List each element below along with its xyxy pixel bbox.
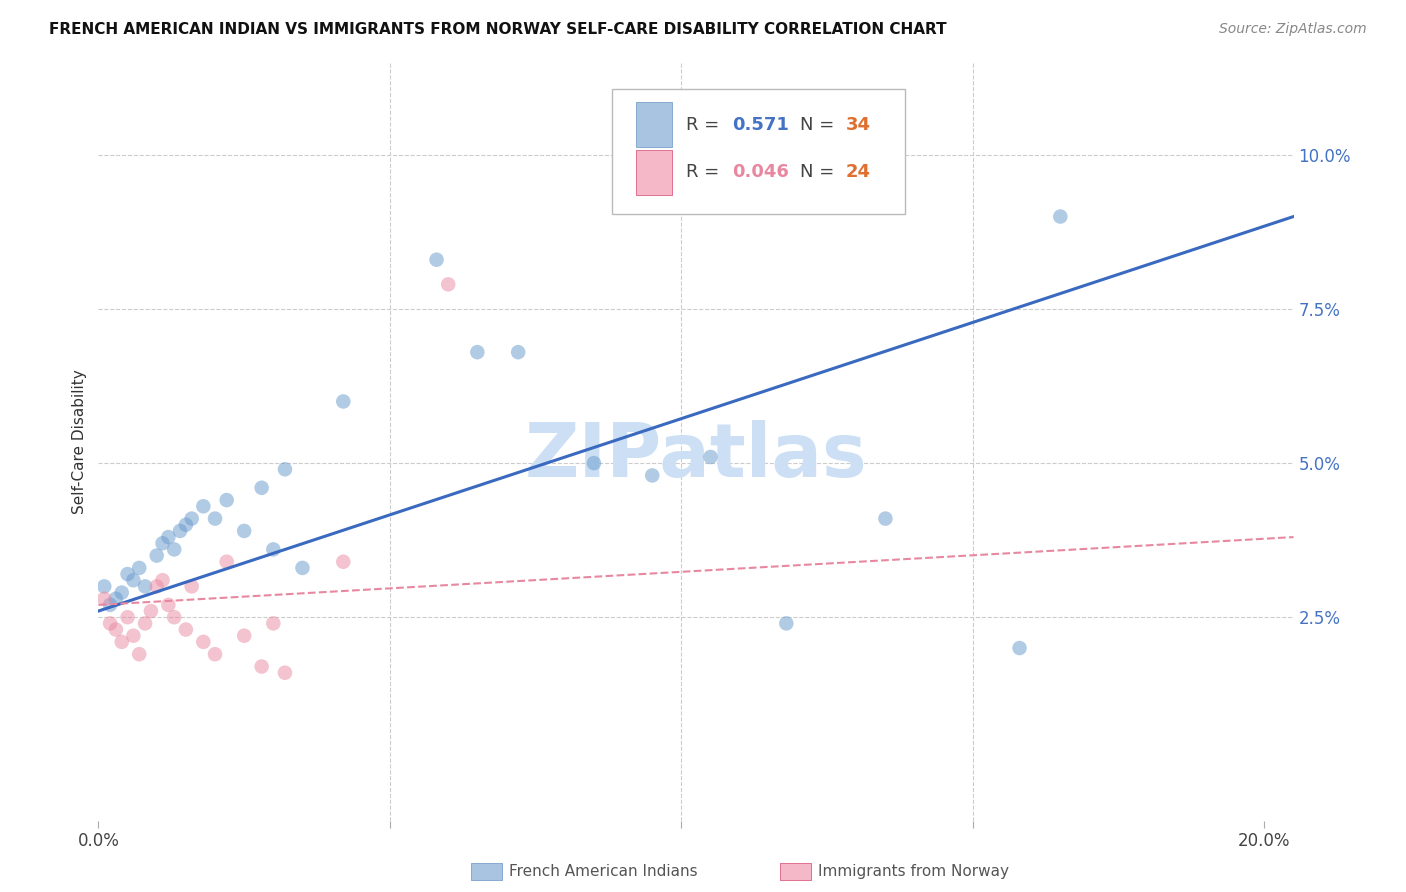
Point: [128, 561, 150, 575]
Point: [122, 573, 145, 587]
Point: [152, 573, 174, 587]
Point: [233, 524, 256, 538]
Point: [875, 511, 897, 525]
Point: [204, 511, 226, 525]
Point: [193, 500, 215, 514]
Point: [775, 616, 797, 631]
Point: [1049, 210, 1071, 224]
Point: [180, 579, 202, 593]
Point: [174, 517, 197, 532]
Point: [93, 591, 115, 606]
Point: [157, 530, 180, 544]
Point: [250, 659, 273, 673]
Point: [98, 598, 121, 612]
Text: French American Indians: French American Indians: [509, 864, 697, 879]
Point: [163, 610, 186, 624]
Text: Source: ZipAtlas.com: Source: ZipAtlas.com: [1219, 22, 1367, 37]
Point: [274, 462, 297, 476]
Text: 0.571: 0.571: [733, 116, 789, 134]
Text: N =: N =: [800, 163, 839, 181]
Point: [134, 579, 156, 593]
Point: [117, 567, 139, 582]
Text: FRENCH AMERICAN INDIAN VS IMMIGRANTS FROM NORWAY SELF-CARE DISABILITY CORRELATIO: FRENCH AMERICAN INDIAN VS IMMIGRANTS FRO…: [49, 22, 946, 37]
Text: 34: 34: [845, 116, 870, 134]
Point: [134, 616, 156, 631]
Point: [169, 524, 191, 538]
Point: [104, 591, 127, 606]
Point: [111, 585, 134, 599]
Point: [152, 536, 174, 550]
Point: [215, 555, 238, 569]
Point: [332, 394, 354, 409]
Point: [332, 555, 354, 569]
Point: [104, 623, 127, 637]
Point: [93, 579, 115, 593]
Point: [174, 623, 197, 637]
Point: [262, 542, 284, 557]
Point: [291, 561, 314, 575]
Point: [425, 252, 447, 267]
Y-axis label: Self-Care Disability: Self-Care Disability: [72, 369, 87, 514]
Point: [163, 542, 186, 557]
Point: [157, 598, 180, 612]
Point: [215, 493, 238, 508]
Text: 0.046: 0.046: [733, 163, 789, 181]
FancyBboxPatch shape: [613, 89, 905, 214]
Point: [508, 345, 530, 359]
Point: [98, 616, 121, 631]
Point: [145, 579, 167, 593]
Point: [262, 616, 284, 631]
Point: [111, 635, 134, 649]
Point: [274, 665, 297, 680]
Text: ZIPatlas: ZIPatlas: [524, 420, 868, 493]
Point: [139, 604, 162, 618]
Text: 24: 24: [845, 163, 870, 181]
Point: [128, 647, 150, 661]
Point: [117, 610, 139, 624]
Point: [467, 345, 489, 359]
Point: [180, 511, 202, 525]
Point: [250, 481, 273, 495]
Point: [233, 629, 256, 643]
Text: Immigrants from Norway: Immigrants from Norway: [818, 864, 1010, 879]
Point: [437, 277, 460, 292]
Point: [1008, 641, 1031, 656]
Point: [582, 456, 605, 470]
Point: [641, 468, 664, 483]
Point: [145, 549, 167, 563]
FancyBboxPatch shape: [637, 150, 672, 195]
Point: [699, 450, 721, 464]
FancyBboxPatch shape: [637, 102, 672, 147]
Point: [122, 629, 145, 643]
Text: N =: N =: [800, 116, 839, 134]
Point: [204, 647, 226, 661]
Text: R =: R =: [686, 163, 725, 181]
Text: R =: R =: [686, 116, 725, 134]
Point: [193, 635, 215, 649]
